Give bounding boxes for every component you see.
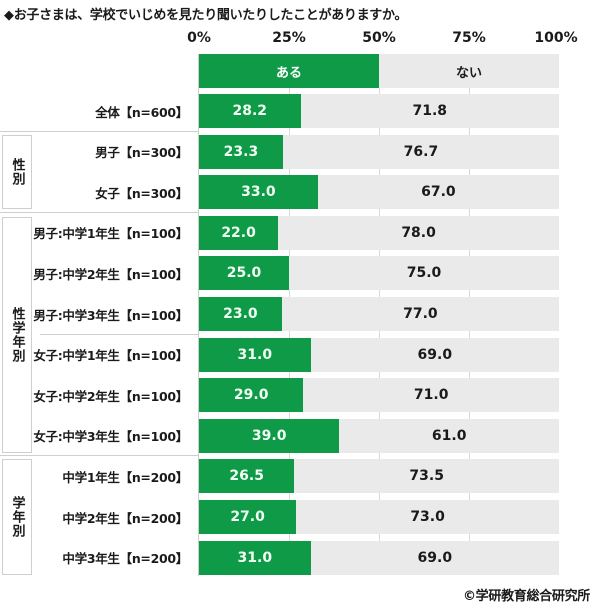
bar-row: 31.0 69.0 (199, 540, 559, 575)
category-label: 中学3年生【n=200】 (62, 551, 188, 567)
bar-row: 26.5 73.5 (199, 459, 559, 494)
group-label-grade: 学年別 (9, 496, 25, 538)
bar-no: 73.5 (409, 468, 444, 485)
group-separator (0, 131, 198, 132)
bar-yes: 31.0 (199, 540, 311, 575)
bar-no: 75.0 (406, 265, 442, 282)
group-box-gender-grade: 性学年別 (2, 217, 32, 453)
bar-no: 71.8 (412, 103, 448, 119)
x-tick-75: 75% (452, 30, 486, 46)
bar-yes: 29.0 (199, 378, 304, 413)
bar-row: 28.2 71.8 (199, 94, 559, 128)
bar-no: 67.0 (421, 184, 456, 201)
category-label: 男子:中学2年生【n=100】 (33, 266, 188, 282)
x-tick-100: 100% (534, 30, 578, 46)
category-label: 中学2年生【n=200】 (62, 510, 188, 526)
bar-row: 27.0 73.0 (199, 500, 559, 534)
category-label: 男子:中学3年生【n=100】 (33, 307, 188, 323)
category-label: 男子【n=300】 (95, 145, 188, 161)
bar-row: 31.0 69.0 (199, 337, 559, 372)
category-label: 中学1年生【n=200】 (62, 469, 188, 485)
bar-yes: 26.5 (199, 459, 295, 494)
bar-no: 73.0 (410, 509, 445, 525)
group-separator (0, 212, 198, 213)
group-box-gender: 性別 (2, 135, 32, 209)
category-label: 女子:中学2年生【n=100】 (33, 388, 188, 404)
bar-row: 29.0 71.0 (199, 378, 559, 413)
plot-area: ある ない 28.2 71.8 23.3 76.7 33.0 67.0 22.0… (199, 54, 559, 575)
bar-yes: 39.0 (199, 418, 340, 453)
category-label: 女子【n=300】 (95, 185, 188, 201)
bar-yes: 23.0 (199, 297, 282, 331)
bar-yes: 22.0 (199, 215, 279, 250)
bar-row: 23.0 77.0 (199, 297, 559, 331)
bar-yes: 25.0 (199, 256, 289, 291)
bar-yes: 33.0 (199, 175, 318, 210)
category-label: 女子:中学1年生【n=100】 (33, 348, 188, 364)
group-box-grade: 学年別 (2, 459, 32, 575)
legend-no-label: ない (455, 65, 482, 81)
bar-yes: 23.3 (199, 134, 283, 169)
legend-yes: ある (199, 54, 379, 88)
bar-no: 69.0 (417, 549, 453, 566)
bar-row: 33.0 67.0 (199, 175, 559, 210)
category-label: 男子:中学1年生【n=100】 (33, 226, 188, 242)
group-label-gender: 性別 (9, 158, 25, 186)
y-axis-line (198, 54, 199, 576)
group-label-gender-grade: 性学年別 (9, 307, 25, 363)
bar-no: 61.0 (431, 427, 467, 444)
legend-bar: ある ない (199, 54, 559, 88)
legend-no: ない (379, 54, 559, 88)
bar-no: 71.0 (413, 387, 449, 404)
category-label: 全体【n=600】 (95, 104, 188, 120)
bar-yes: 31.0 (199, 337, 311, 372)
category-label: 女子:中学3年生【n=100】 (33, 429, 188, 445)
chart-title: ◆お子さまは、学校でいじめを見たり聞いたりしたことがありますか。 (4, 8, 408, 23)
bar-yes: 27.0 (199, 500, 297, 534)
bar-row: 23.3 76.7 (199, 134, 559, 169)
copyright: ©学研教育総合研究所 (462, 589, 590, 604)
bar-row: 25.0 75.0 (199, 256, 559, 291)
subgroup-separator (40, 334, 198, 335)
legend-yes-label: ある (275, 65, 302, 81)
bar-row: 39.0 61.0 (199, 418, 559, 453)
bar-no: 77.0 (403, 306, 438, 322)
bar-row: 22.0 78.0 (199, 215, 559, 250)
x-tick-25: 25% (272, 30, 306, 46)
bar-no: 76.7 (403, 143, 439, 160)
bar-yes: 28.2 (199, 94, 301, 128)
bar-no: 69.0 (417, 346, 453, 363)
group-separator (0, 455, 198, 456)
x-tick-0: 0% (187, 30, 211, 46)
x-tick-50: 50% (362, 30, 396, 46)
bar-no: 78.0 (401, 224, 436, 241)
